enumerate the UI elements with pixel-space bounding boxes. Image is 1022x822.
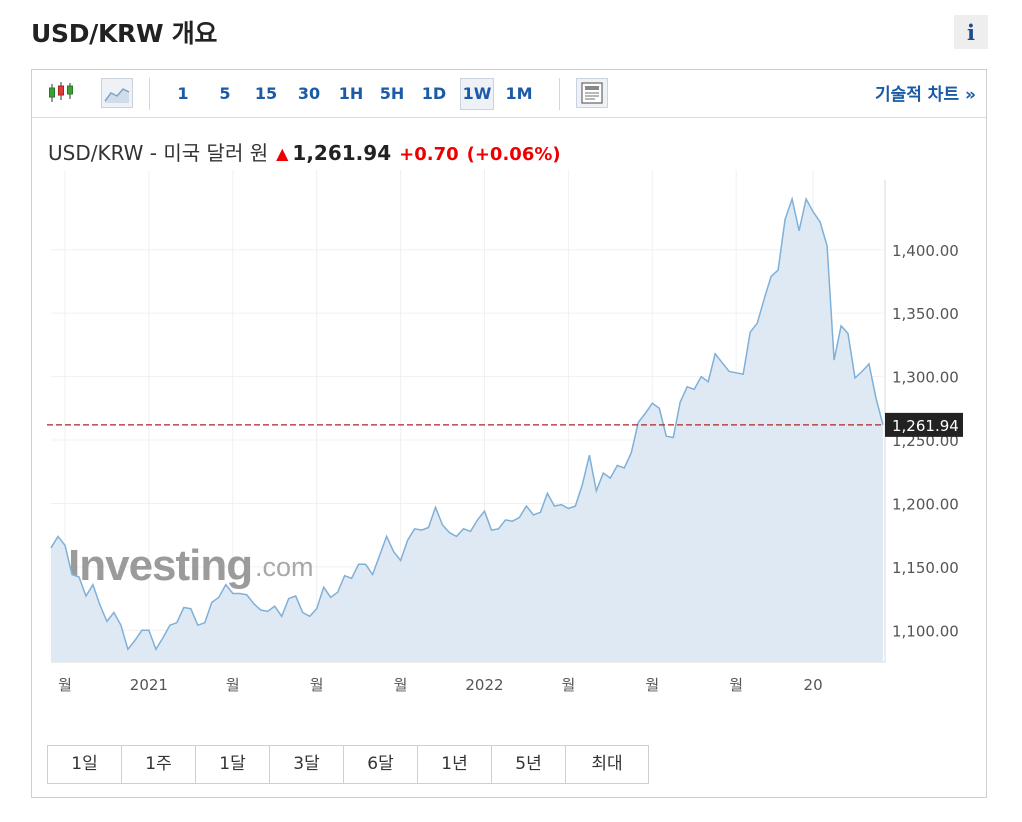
range-1d[interactable]: 1일 bbox=[48, 746, 122, 783]
interval-1h[interactable]: 1H bbox=[338, 84, 364, 103]
x-tick-label: 2021 bbox=[130, 676, 168, 694]
price-change: +0.70 bbox=[399, 144, 459, 165]
x-tick-label: 월 bbox=[226, 676, 240, 694]
x-tick-label: 월 bbox=[729, 676, 743, 694]
last-price: 1,261.94 bbox=[292, 141, 392, 165]
arrow-up-icon: ▲ bbox=[276, 144, 289, 163]
toolbar-divider bbox=[149, 78, 150, 110]
interval-1d[interactable]: 1D bbox=[421, 84, 447, 103]
interval-1min[interactable]: 1 bbox=[177, 84, 189, 103]
chart-toolbar: 1 5 15 30 1H 5H 1D 1W 1M 기술적 차트 » bbox=[32, 70, 986, 118]
range-6m[interactable]: 6달 bbox=[344, 746, 418, 783]
x-tick-label: 월 bbox=[310, 676, 324, 694]
interval-1m[interactable]: 1M bbox=[505, 84, 533, 103]
candlestick-chart-icon[interactable] bbox=[46, 78, 76, 108]
x-tick-label: 월 bbox=[394, 676, 408, 694]
y-tick-label: 1,400.00 bbox=[892, 242, 959, 260]
last-price-tag-label: 1,261.94 bbox=[892, 417, 959, 435]
interval-5h[interactable]: 5H bbox=[379, 84, 405, 103]
last-price-tag: 1,261.94 bbox=[885, 412, 963, 437]
range-1m[interactable]: 1달 bbox=[196, 746, 270, 783]
interval-15min[interactable]: 15 bbox=[254, 84, 278, 103]
watermark: Investing .com bbox=[68, 541, 314, 590]
last-price-tag-box bbox=[885, 412, 963, 437]
time-range-selector: 1일 1주 1달 3달 6달 1년 5년 최대 bbox=[47, 745, 649, 784]
y-tick-label: 1,350.00 bbox=[892, 305, 959, 323]
page-title: USD/KRW 개요 bbox=[31, 19, 218, 48]
y-tick-label: 1,100.00 bbox=[892, 622, 959, 640]
y-tick-label: 1,150.00 bbox=[892, 559, 959, 577]
quote-header: USD/KRW - 미국 달러 원 ▲ 1,261.94 +0.70 (+0.06%) bbox=[48, 137, 561, 166]
watermark-suffix: .com bbox=[255, 552, 314, 582]
watermark-brand: Investing bbox=[68, 541, 252, 590]
y-tick-label: 1,200.00 bbox=[892, 495, 959, 513]
range-3m[interactable]: 3달 bbox=[270, 746, 344, 783]
range-max[interactable]: 최대 bbox=[566, 746, 648, 783]
interval-5min[interactable]: 5 bbox=[219, 84, 231, 103]
interval-1w[interactable]: 1W bbox=[460, 78, 494, 110]
price-chart[interactable]: Investing .com 1,100.00 1,150.00 1,200.00 1… bbox=[32, 70, 986, 710]
area-chart-icon[interactable] bbox=[101, 78, 133, 108]
x-tick-label: 월 bbox=[561, 676, 575, 694]
range-1w[interactable]: 1주 bbox=[122, 746, 196, 783]
chart-panel: 1 5 15 30 1H 5H 1D 1W 1M 기술적 차트 » USD/KR… bbox=[31, 69, 987, 798]
x-tick-label: 월 bbox=[58, 676, 72, 694]
interval-30min[interactable]: 30 bbox=[297, 84, 321, 103]
toolbar-divider bbox=[559, 78, 560, 110]
news-overlay-icon[interactable] bbox=[576, 78, 608, 108]
price-area-fill bbox=[51, 199, 883, 662]
y-tick-label: 1,300.00 bbox=[892, 369, 959, 387]
x-tick-label: 2022 bbox=[465, 676, 503, 694]
x-axis-labels: 월 2021 월 월 월 2022 월 월 월 20 bbox=[58, 676, 823, 694]
instrument-name: USD/KRW - 미국 달러 원 bbox=[48, 141, 269, 165]
range-5y[interactable]: 5년 bbox=[492, 746, 566, 783]
x-tick-label: 20 bbox=[804, 676, 823, 694]
technical-chart-link[interactable]: 기술적 차트 » bbox=[874, 85, 976, 105]
info-button[interactable]: i bbox=[954, 15, 988, 49]
price-line bbox=[50, 196, 884, 652]
x-tick-label: 월 bbox=[645, 676, 659, 694]
price-change-percent: (+0.06%) bbox=[466, 144, 561, 165]
y-axis-labels: 1,100.001,150.001,200.001,250.001,300.00… bbox=[892, 242, 959, 641]
range-1y[interactable]: 1년 bbox=[418, 746, 492, 783]
